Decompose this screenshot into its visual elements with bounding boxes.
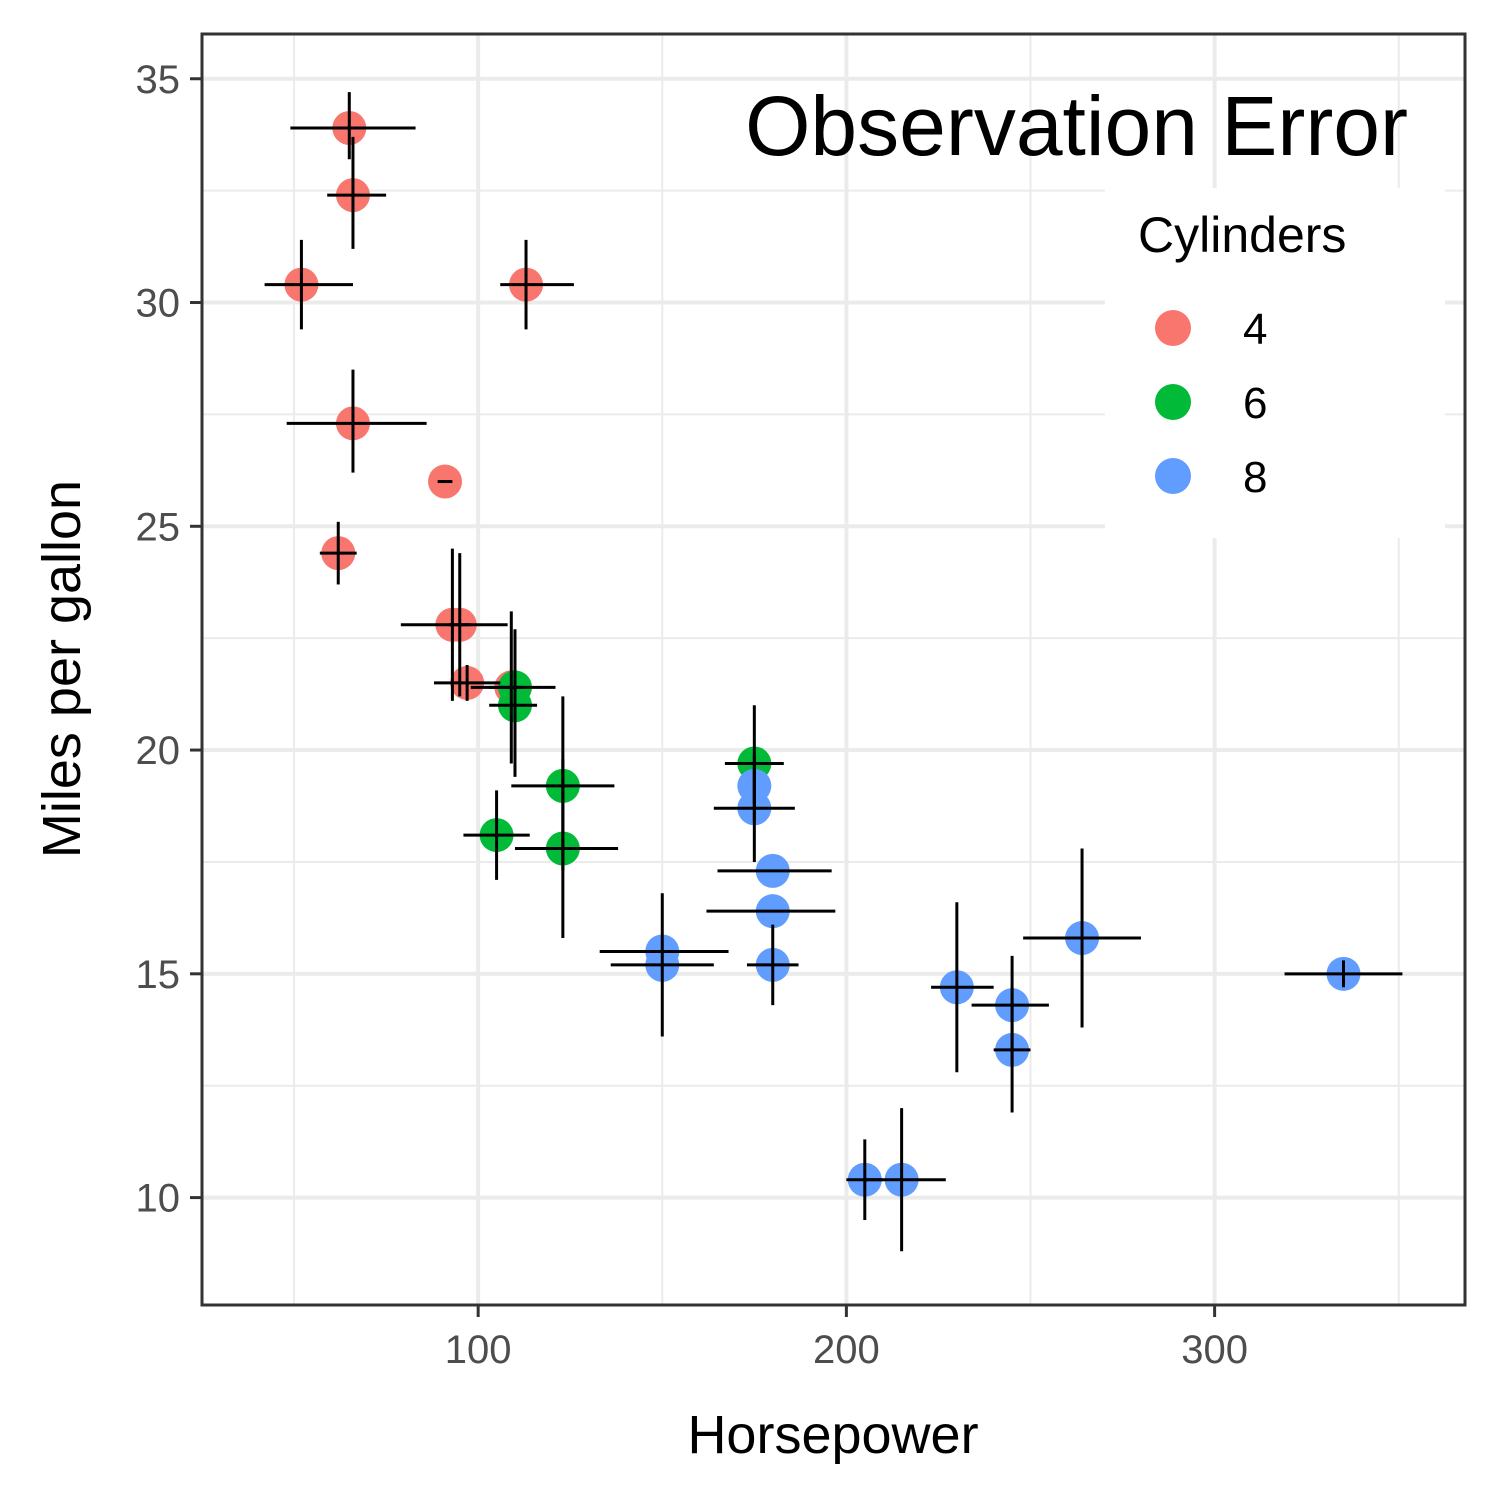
x-axis-title: Horsepower [687,1405,978,1465]
legend: Cylinders 4 6 8 [1105,188,1445,538]
legend-label: 6 [1243,379,1267,428]
legend-key [1155,384,1191,420]
y-tick-label: 15 [136,953,181,997]
legend-title: Cylinders [1138,207,1346,263]
legend-label: 8 [1243,453,1267,502]
grid [202,34,1465,1305]
x-tick-label: 200 [813,1328,880,1372]
legend-key [1155,458,1191,494]
x-tick-label: 300 [1181,1328,1248,1372]
y-tick-label: 10 [136,1177,181,1221]
legend-label: 4 [1243,305,1267,354]
y-axis-title: Miles per gallon [32,480,92,858]
axes: 100 200 300 10 15 20 25 30 35 [136,58,1248,1372]
x-tick-label: 100 [445,1328,512,1372]
chart-title: Observation Error [745,79,1408,173]
y-tick-label: 20 [136,729,181,773]
y-tick-label: 35 [136,58,181,102]
error-bars [264,92,1403,1252]
plot-border [200,32,1467,1307]
y-tick-label: 25 [136,505,181,549]
legend-key [1155,310,1191,346]
y-tick-label: 30 [136,282,181,326]
